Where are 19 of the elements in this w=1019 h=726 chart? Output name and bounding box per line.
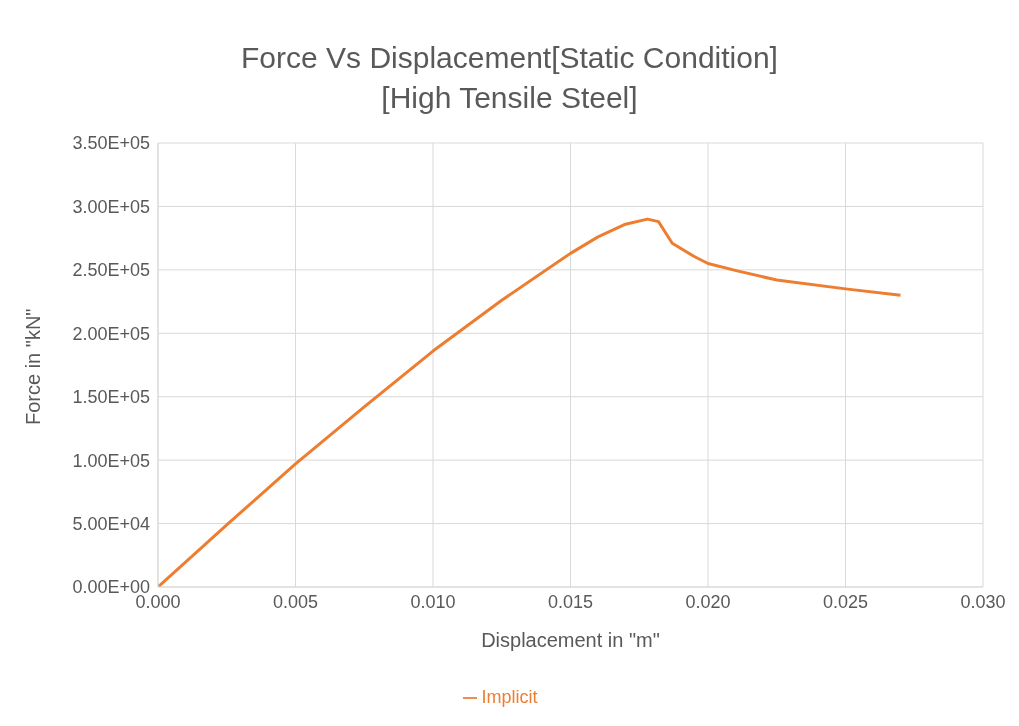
y-tick-label: 2.00E+05 <box>72 323 150 344</box>
x-tick-label: 0.010 <box>410 591 456 612</box>
legend-label: Implicit <box>481 687 538 707</box>
chart-subtitle: [High Tensile Steel] <box>380 80 639 116</box>
y-tick-label: 3.00E+05 <box>72 196 150 217</box>
y-tick-label: 5.00E+04 <box>72 513 150 534</box>
y-axis-title: Force in "kN" <box>22 308 45 425</box>
x-tick-label: 0.020 <box>685 591 731 612</box>
y-tick-label: 3.50E+05 <box>72 133 150 154</box>
x-tick-label: 0.005 <box>272 591 319 612</box>
x-axis-title: Displacement in "m" <box>481 629 660 651</box>
line-series <box>158 217 902 587</box>
x-tick-label: 0.015 <box>547 591 594 612</box>
y-tick-label: 2.50E+05 <box>72 260 150 281</box>
y-tick-label: 1.00E+05 <box>72 450 150 471</box>
y-tick-label: 1.50E+05 <box>72 387 150 408</box>
x-tick-label: 0.025 <box>822 591 869 612</box>
chart-title: Force Vs Displacement[Static Condition] <box>240 40 779 76</box>
x-tick-label: 0.030 <box>960 591 1006 612</box>
